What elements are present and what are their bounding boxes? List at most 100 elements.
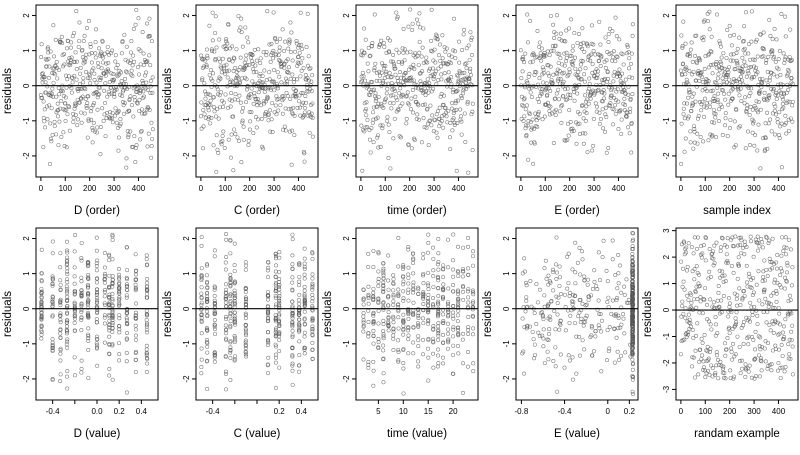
data-point: [381, 328, 386, 333]
data-point: [371, 265, 376, 270]
data-point: [690, 59, 695, 64]
data-point: [431, 245, 436, 250]
data-point: [371, 290, 376, 295]
data-point: [373, 98, 378, 103]
x-tick-label: 20: [449, 407, 458, 416]
y-axis-label: residuals: [642, 68, 654, 114]
data-point: [571, 87, 576, 92]
data-point: [86, 310, 91, 315]
data-point: [282, 48, 287, 53]
data-point: [281, 94, 286, 99]
data-point: [555, 51, 560, 56]
data-point: [756, 353, 761, 358]
data-point: [756, 99, 761, 104]
data-point: [562, 138, 567, 143]
data-point: [767, 256, 772, 261]
data-point: [542, 266, 547, 271]
data-point: [74, 102, 79, 107]
data-point: [590, 148, 595, 153]
data-point: [265, 311, 270, 316]
data-point: [68, 63, 73, 68]
data-point: [549, 48, 554, 53]
data-point: [522, 114, 527, 119]
data-point: [542, 114, 547, 119]
data-point: [572, 294, 577, 299]
data-point: [74, 67, 79, 72]
data-point: [232, 310, 237, 315]
data-point: [742, 101, 747, 106]
data-point: [607, 104, 612, 109]
data-point: [590, 286, 595, 291]
data-point: [391, 327, 396, 332]
data-point: [386, 122, 391, 127]
data-point: [266, 113, 271, 118]
data-point: [80, 94, 85, 99]
data-point: [630, 314, 635, 319]
data-point: [606, 32, 611, 37]
data-point: [570, 355, 575, 360]
data-point: [684, 245, 689, 250]
data-point: [401, 319, 406, 324]
data-point: [274, 39, 279, 44]
data-point: [303, 77, 308, 82]
data-point: [700, 251, 705, 256]
data-point: [208, 98, 213, 103]
data-point: [446, 331, 451, 336]
y-axis-label: residuals: [322, 291, 334, 337]
data-point: [577, 310, 582, 315]
data-point: [39, 290, 44, 295]
data-point: [102, 301, 107, 306]
data-point: [297, 261, 302, 266]
data-point: [688, 140, 693, 145]
data-point: [141, 89, 146, 94]
data-point: [410, 21, 415, 26]
data-point: [242, 66, 247, 71]
data-point: [233, 131, 238, 136]
data-point: [586, 101, 591, 106]
data-point: [148, 79, 153, 84]
data-point: [416, 313, 421, 318]
data-point: [776, 361, 781, 366]
data-point: [765, 146, 770, 151]
data-point: [563, 87, 568, 92]
data-point: [421, 307, 426, 312]
data-point: [583, 118, 588, 123]
data-point: [228, 293, 233, 298]
data-point: [619, 131, 624, 136]
data-point: [699, 244, 704, 249]
data-point: [601, 81, 606, 86]
data-point: [125, 129, 130, 134]
y-tick-label: -2: [22, 375, 31, 383]
data-point: [205, 350, 210, 355]
data-point: [450, 334, 455, 339]
data-point: [85, 291, 90, 296]
data-point: [45, 84, 50, 89]
data-point: [451, 289, 456, 294]
data-point: [697, 310, 702, 315]
data-point: [590, 88, 595, 93]
data-point: [603, 65, 608, 70]
data-point: [451, 48, 456, 53]
data-point: [461, 266, 466, 271]
data-point: [739, 358, 744, 363]
data-point: [570, 267, 575, 272]
data-point: [748, 234, 753, 239]
data-point: [714, 59, 719, 64]
data-point: [467, 57, 472, 62]
data-point: [39, 247, 44, 252]
data-point: [110, 298, 115, 303]
data-point: [271, 56, 276, 61]
data-point: [310, 299, 315, 304]
data-point: [246, 138, 251, 143]
data-point: [536, 99, 541, 104]
data-point: [426, 143, 431, 148]
data-point: [300, 56, 305, 61]
x-tick-label: 100: [699, 407, 713, 416]
data-point: [581, 131, 586, 136]
data-point: [459, 94, 464, 99]
data-point: [145, 144, 150, 149]
data-point: [212, 350, 217, 355]
data-point: [222, 66, 227, 71]
data-point: [616, 326, 621, 331]
data-point: [584, 99, 589, 104]
